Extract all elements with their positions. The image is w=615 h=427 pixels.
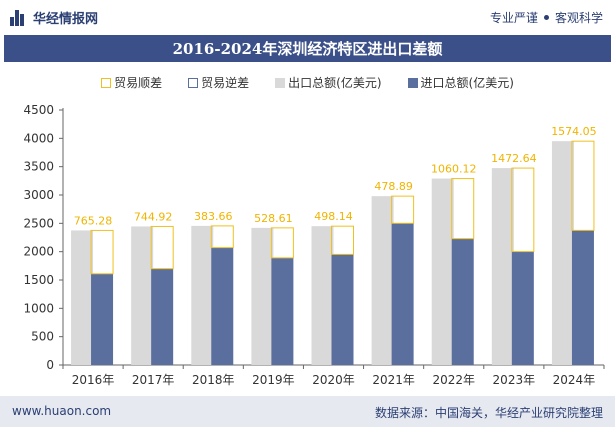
import-bar (331, 254, 354, 365)
y-tick-label: 3000 (23, 188, 54, 202)
legend-swatch-deficit (188, 77, 199, 88)
legend-swatch-export (275, 77, 286, 88)
import-bar (211, 247, 234, 365)
x-tick-label: 2020年 (312, 373, 355, 387)
y-tick-label: 2500 (23, 216, 54, 230)
footer-site: www.huaon.com (12, 404, 112, 418)
surplus-data-label: 1472.64 (491, 152, 537, 165)
legend-label-export: 出口总额(亿美元) (288, 76, 382, 90)
brand-logo-icon (10, 9, 26, 26)
surplus-bracket (270, 227, 294, 259)
x-tick-label: 2023年 (493, 373, 536, 387)
export-bar (491, 168, 514, 365)
surplus-data-label: 383.66 (194, 210, 233, 223)
surplus-data-label: 478.89 (374, 180, 413, 193)
y-tick-label: 4000 (23, 131, 54, 145)
brand: 华经情报网 (10, 8, 98, 27)
surplus-bracket (150, 225, 174, 270)
surplus-bracket (451, 178, 475, 240)
y-tick-label: 3500 (23, 160, 54, 174)
import-bar (451, 238, 474, 365)
surplus-bracket (90, 229, 114, 275)
x-tick-label: 2022年 (432, 373, 475, 387)
export-bar (371, 196, 394, 365)
export-bar (131, 226, 154, 365)
legend-swatch-import (407, 77, 418, 88)
legend-label-surplus: 贸易顺差 (114, 76, 163, 90)
export-bar (71, 230, 94, 365)
import-bar (511, 251, 534, 365)
chart-title: 2016-2024年深圳经济特区进出口差额 (172, 40, 443, 58)
legend-item-deficit: 贸易逆差 (188, 74, 249, 91)
top-bar: 华经情报网 专业严谨 客观科学 (0, 0, 615, 34)
legend-label-deficit: 贸易逆差 (201, 76, 250, 90)
import-bar (151, 268, 174, 365)
surplus-data-label: 498.14 (314, 210, 353, 223)
import-bar (571, 230, 594, 365)
export-bar (191, 225, 214, 365)
chart-legend: 贸易顺差 贸易逆差 出口总额(亿美元) 进口总额(亿美元) (0, 74, 615, 91)
surplus-bracket (511, 167, 535, 253)
surplus-data-label: 765.28 (74, 214, 113, 227)
surplus-bracket (391, 195, 415, 224)
surplus-bracket (210, 225, 234, 249)
footer: www.huaon.com 数据来源：中国海关，华经产业研究院整理 (0, 396, 615, 427)
slogan-right: 客观科学 (554, 11, 603, 25)
legend-item-surplus: 贸易顺差 (101, 74, 162, 91)
brand-name: 华经情报网 (33, 12, 99, 27)
import-bar (271, 257, 294, 365)
footer-source: 数据来源：中国海关，华经产业研究院整理 (374, 406, 603, 420)
legend-swatch-surplus (101, 77, 112, 88)
legend-item-import: 进口总额(亿美元) (407, 74, 514, 91)
legend-label-import: 进口总额(亿美元) (420, 76, 514, 90)
import-bar (91, 273, 114, 365)
surplus-data-label: 1060.12 (431, 163, 477, 176)
y-tick-label: 1500 (23, 273, 54, 287)
x-tick-label: 2016年 (72, 373, 115, 387)
y-tick-label: 2000 (23, 245, 54, 259)
export-bar (311, 226, 334, 365)
bullet-dot-icon (543, 15, 549, 20)
x-tick-label: 2017年 (132, 373, 175, 387)
import-bar (391, 223, 414, 365)
surplus-bracket (571, 140, 595, 231)
surplus-bracket (331, 225, 354, 255)
legend-item-export: 出口总额(亿美元) (275, 74, 382, 91)
y-tick-label: 500 (31, 330, 54, 344)
y-tick-label: 1000 (23, 301, 54, 315)
surplus-data-label: 744.92 (134, 210, 173, 223)
export-bar (251, 227, 274, 365)
x-tick-label: 2021年 (372, 373, 415, 387)
y-tick-label: 0 (46, 358, 54, 372)
chart-title-bar: 2016-2024年深圳经济特区进出口差额 (4, 35, 611, 62)
export-bar (431, 178, 454, 365)
x-tick-label: 2019年 (252, 373, 295, 387)
slogan-left: 专业严谨 (489, 11, 538, 25)
surplus-data-label: 1574.05 (551, 125, 597, 138)
surplus-data-label: 528.61 (254, 212, 293, 225)
slogan: 专业严谨 客观科学 (490, 9, 603, 26)
x-tick-label: 2024年 (553, 373, 596, 387)
y-tick-label: 4500 (23, 103, 54, 117)
x-tick-label: 2018年 (192, 373, 235, 387)
export-bar (551, 141, 574, 365)
